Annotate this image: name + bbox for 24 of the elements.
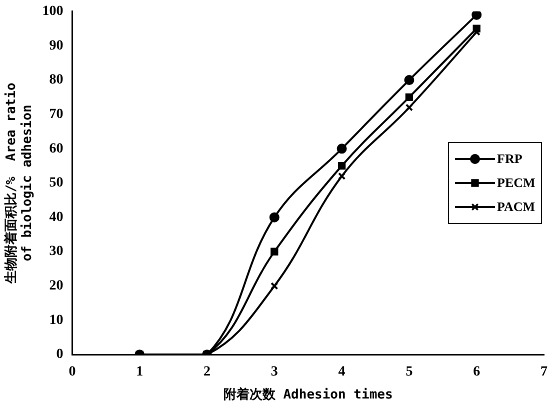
legend-label: FRP [497, 151, 522, 167]
y-tick-label: 80 [49, 72, 64, 88]
y-tick-label: 20 [49, 278, 64, 294]
x-tick-label: 6 [473, 364, 480, 380]
y-tick-label: 0 [56, 347, 64, 362]
y-tick-label: 100 [42, 4, 64, 20]
legend-label: PECM [497, 175, 536, 191]
x-tick-label: 2 [204, 364, 210, 380]
x-tick-label: 1 [136, 364, 144, 380]
x-tick-label: 5 [406, 364, 413, 380]
x-tick-label: 3 [270, 364, 278, 380]
legend-label: PACM [497, 199, 536, 215]
y-tick-label: 50 [49, 176, 64, 191]
x-axis-title: 附着次数 Adhesion times [223, 386, 393, 403]
y-tick-label: 10 [49, 312, 64, 328]
y-tick-label: 30 [49, 244, 64, 260]
y-tick-label: 70 [49, 106, 64, 122]
y-tick-label: 40 [49, 210, 64, 225]
y-axis-title: 生物附着面积比/% Area ratio of biologic adhesion [3, 82, 35, 284]
y-tick-label: 90 [49, 38, 64, 54]
x-tick-label: 7 [540, 364, 548, 380]
y-tick-label: 60 [49, 141, 64, 156]
x-tick-label: 4 [338, 364, 346, 380]
x-tick-label: 0 [68, 364, 76, 380]
